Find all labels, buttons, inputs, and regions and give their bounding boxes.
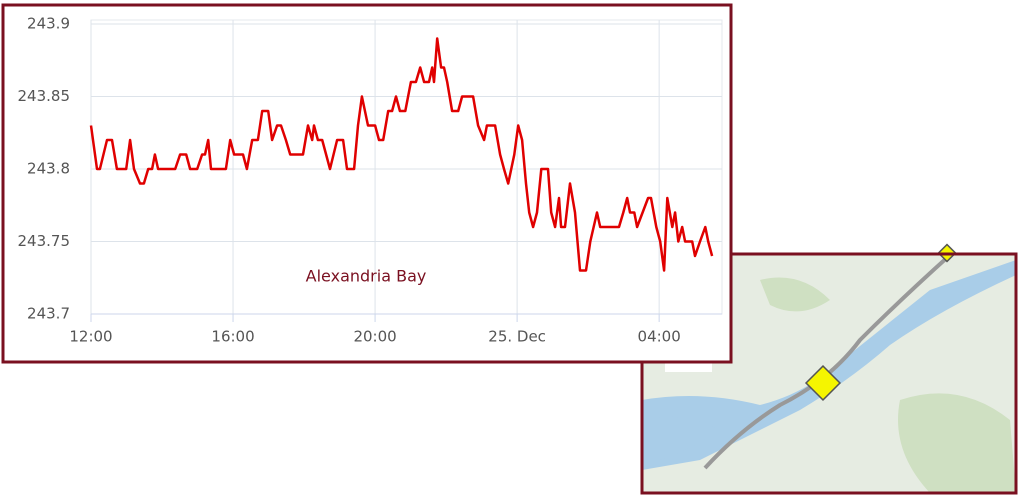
chart: 243.7 243.75 243.8 243.85 243.9 12:00 16:00 20:… (1, 3, 733, 364)
map-water (642, 416, 720, 465)
map-control (665, 362, 712, 372)
x-tick-label: 16:00 (211, 328, 254, 346)
x-tick-label: 04:00 (638, 328, 681, 346)
data-line (89, 37, 714, 272)
map-water (642, 260, 1016, 470)
x-tick-label: 25. Dec (488, 328, 546, 346)
y-tick-label: 243.8 (27, 160, 70, 178)
map (640, 243, 1018, 495)
y-tick-label: 243.75 (18, 232, 71, 250)
annotation: Alexandria Bay (306, 267, 427, 286)
map-river-line (703, 253, 952, 470)
y-tick-label: 243.85 (18, 87, 71, 105)
y-tick-label: 243.7 (27, 305, 70, 323)
x-tick-label: 20:00 (353, 328, 396, 346)
y-tick-label: 243.9 (27, 15, 70, 33)
map-border (640, 252, 1018, 495)
chart-border (1, 3, 733, 364)
map-marker[interactable] (804, 364, 842, 402)
x-tick-label: 12:00 (69, 328, 112, 346)
map-forest (760, 277, 1016, 493)
